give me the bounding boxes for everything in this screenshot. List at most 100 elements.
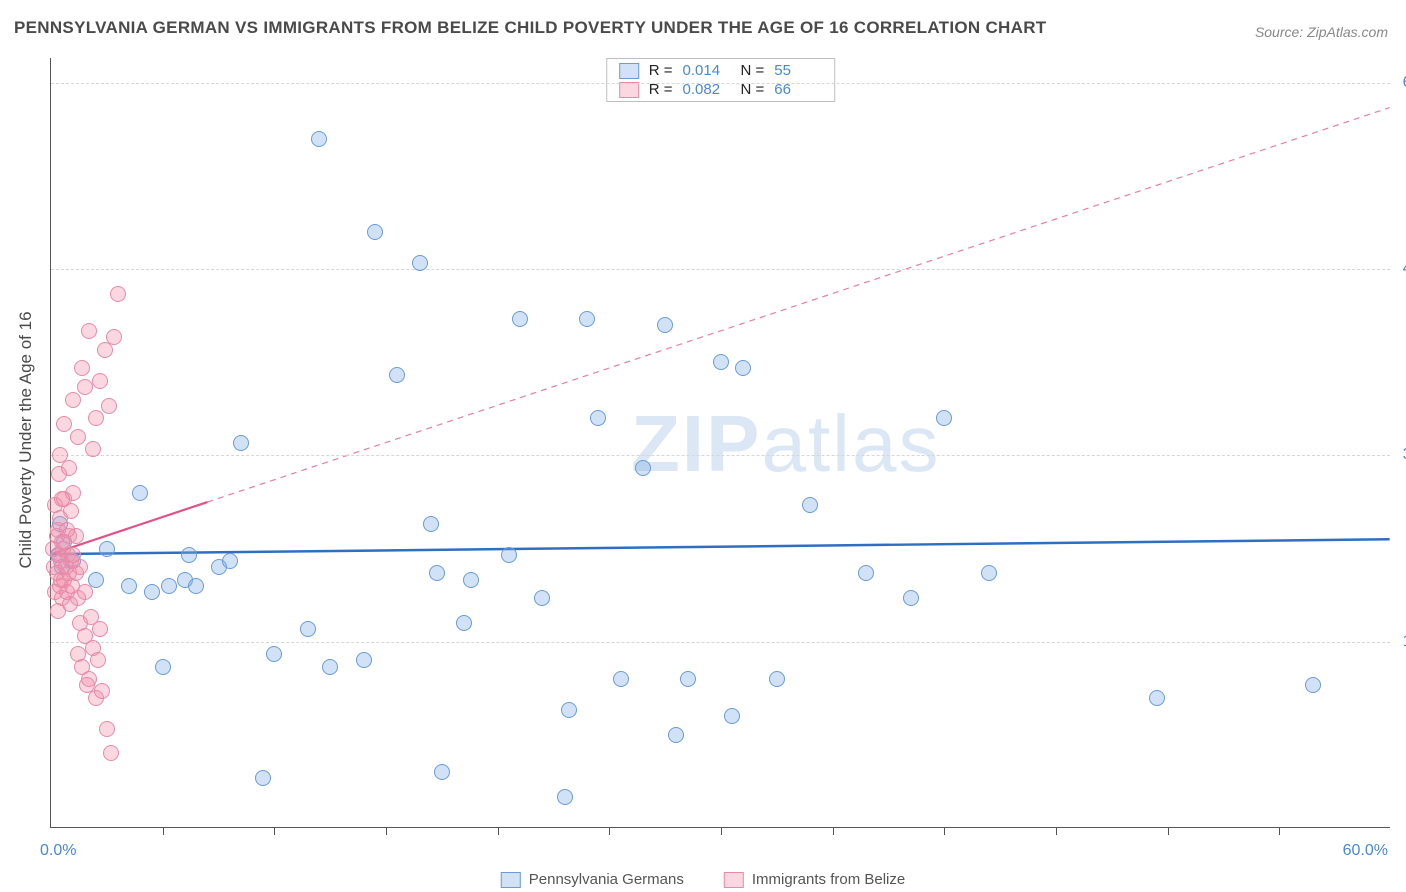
legend-series: Pennsylvania Germans Immigrants from Bel… xyxy=(501,871,905,888)
data-point xyxy=(613,671,629,687)
legend-swatch xyxy=(501,872,521,888)
data-point xyxy=(981,565,997,581)
data-point xyxy=(181,547,197,563)
data-point xyxy=(769,671,785,687)
data-point xyxy=(561,702,577,718)
data-point xyxy=(99,721,115,737)
x-tick xyxy=(163,827,164,835)
legend-series-item: Immigrants from Belize xyxy=(724,871,905,888)
x-axis-max-label: 60.0% xyxy=(1343,842,1388,860)
data-point xyxy=(534,590,550,606)
legend-n-value: 55 xyxy=(774,62,822,79)
data-point xyxy=(106,329,122,345)
data-point xyxy=(132,485,148,501)
watermark: ZIPatlas xyxy=(631,398,940,490)
data-point xyxy=(81,323,97,339)
watermark-light: atlas xyxy=(761,399,940,488)
data-point xyxy=(56,416,72,432)
data-point xyxy=(68,528,84,544)
data-point xyxy=(311,131,327,147)
x-tick xyxy=(833,827,834,835)
data-point xyxy=(429,565,445,581)
data-point xyxy=(77,584,93,600)
y-tick-label: 60.0% xyxy=(1396,74,1406,92)
legend-r-label: R = xyxy=(649,62,673,79)
data-point xyxy=(70,429,86,445)
data-point xyxy=(735,360,751,376)
legend-swatch xyxy=(619,82,639,98)
data-point xyxy=(255,770,271,786)
data-point xyxy=(94,683,110,699)
watermark-bold: ZIP xyxy=(631,399,761,488)
data-point xyxy=(724,708,740,724)
legend-series-label: Immigrants from Belize xyxy=(752,871,905,888)
data-point xyxy=(1149,690,1165,706)
data-point xyxy=(300,621,316,637)
data-point xyxy=(389,367,405,383)
data-point xyxy=(121,578,137,594)
data-point xyxy=(657,317,673,333)
x-tick xyxy=(498,827,499,835)
data-point xyxy=(77,379,93,395)
data-point xyxy=(74,360,90,376)
data-point xyxy=(61,460,77,476)
data-point xyxy=(423,516,439,532)
gridline-h xyxy=(51,455,1390,456)
data-point xyxy=(501,547,517,563)
data-point xyxy=(680,671,696,687)
data-point xyxy=(155,659,171,675)
data-point xyxy=(85,441,101,457)
y-tick-label: 45.0% xyxy=(1396,260,1406,278)
data-point xyxy=(88,572,104,588)
data-point xyxy=(188,578,204,594)
data-point xyxy=(936,410,952,426)
data-point xyxy=(434,764,450,780)
gridline-h xyxy=(51,642,1390,643)
data-point xyxy=(54,491,70,507)
x-tick xyxy=(274,827,275,835)
data-point xyxy=(92,621,108,637)
data-point xyxy=(367,224,383,240)
data-point xyxy=(858,565,874,581)
data-point xyxy=(802,497,818,513)
data-point xyxy=(463,572,479,588)
legend-n-label: N = xyxy=(741,62,765,79)
data-point xyxy=(1305,677,1321,693)
legend-series-label: Pennsylvania Germans xyxy=(529,871,684,888)
data-point xyxy=(101,398,117,414)
data-point xyxy=(412,255,428,271)
data-point xyxy=(72,559,88,575)
data-point xyxy=(88,410,104,426)
data-point xyxy=(903,590,919,606)
data-point xyxy=(161,578,177,594)
data-point xyxy=(110,286,126,302)
gridline-h xyxy=(51,269,1390,270)
data-point xyxy=(713,354,729,370)
data-point xyxy=(635,460,651,476)
legend-r-value: 0.014 xyxy=(683,62,731,79)
data-point xyxy=(356,652,372,668)
legend-swatch xyxy=(724,872,744,888)
data-point xyxy=(456,615,472,631)
legend-stats: R = 0.014 N = 55 R = 0.082 N = 66 xyxy=(606,58,836,102)
data-point xyxy=(81,671,97,687)
trend-lines xyxy=(51,58,1390,827)
data-point xyxy=(233,435,249,451)
source-attribution: Source: ZipAtlas.com xyxy=(1255,24,1388,40)
data-point xyxy=(266,646,282,662)
data-point xyxy=(65,392,81,408)
legend-series-item: Pennsylvania Germans xyxy=(501,871,684,888)
data-point xyxy=(579,311,595,327)
x-tick xyxy=(609,827,610,835)
x-tick xyxy=(1056,827,1057,835)
data-point xyxy=(222,553,238,569)
data-point xyxy=(99,541,115,557)
data-point xyxy=(144,584,160,600)
x-tick xyxy=(386,827,387,835)
data-point xyxy=(103,745,119,761)
y-axis-title: Child Poverty Under the Age of 16 xyxy=(16,311,36,568)
chart-title: PENNSYLVANIA GERMAN VS IMMIGRANTS FROM B… xyxy=(14,18,1046,38)
y-tick-label: 15.0% xyxy=(1396,633,1406,651)
legend-stat-row: R = 0.014 N = 55 xyxy=(607,61,835,80)
x-tick xyxy=(1168,827,1169,835)
